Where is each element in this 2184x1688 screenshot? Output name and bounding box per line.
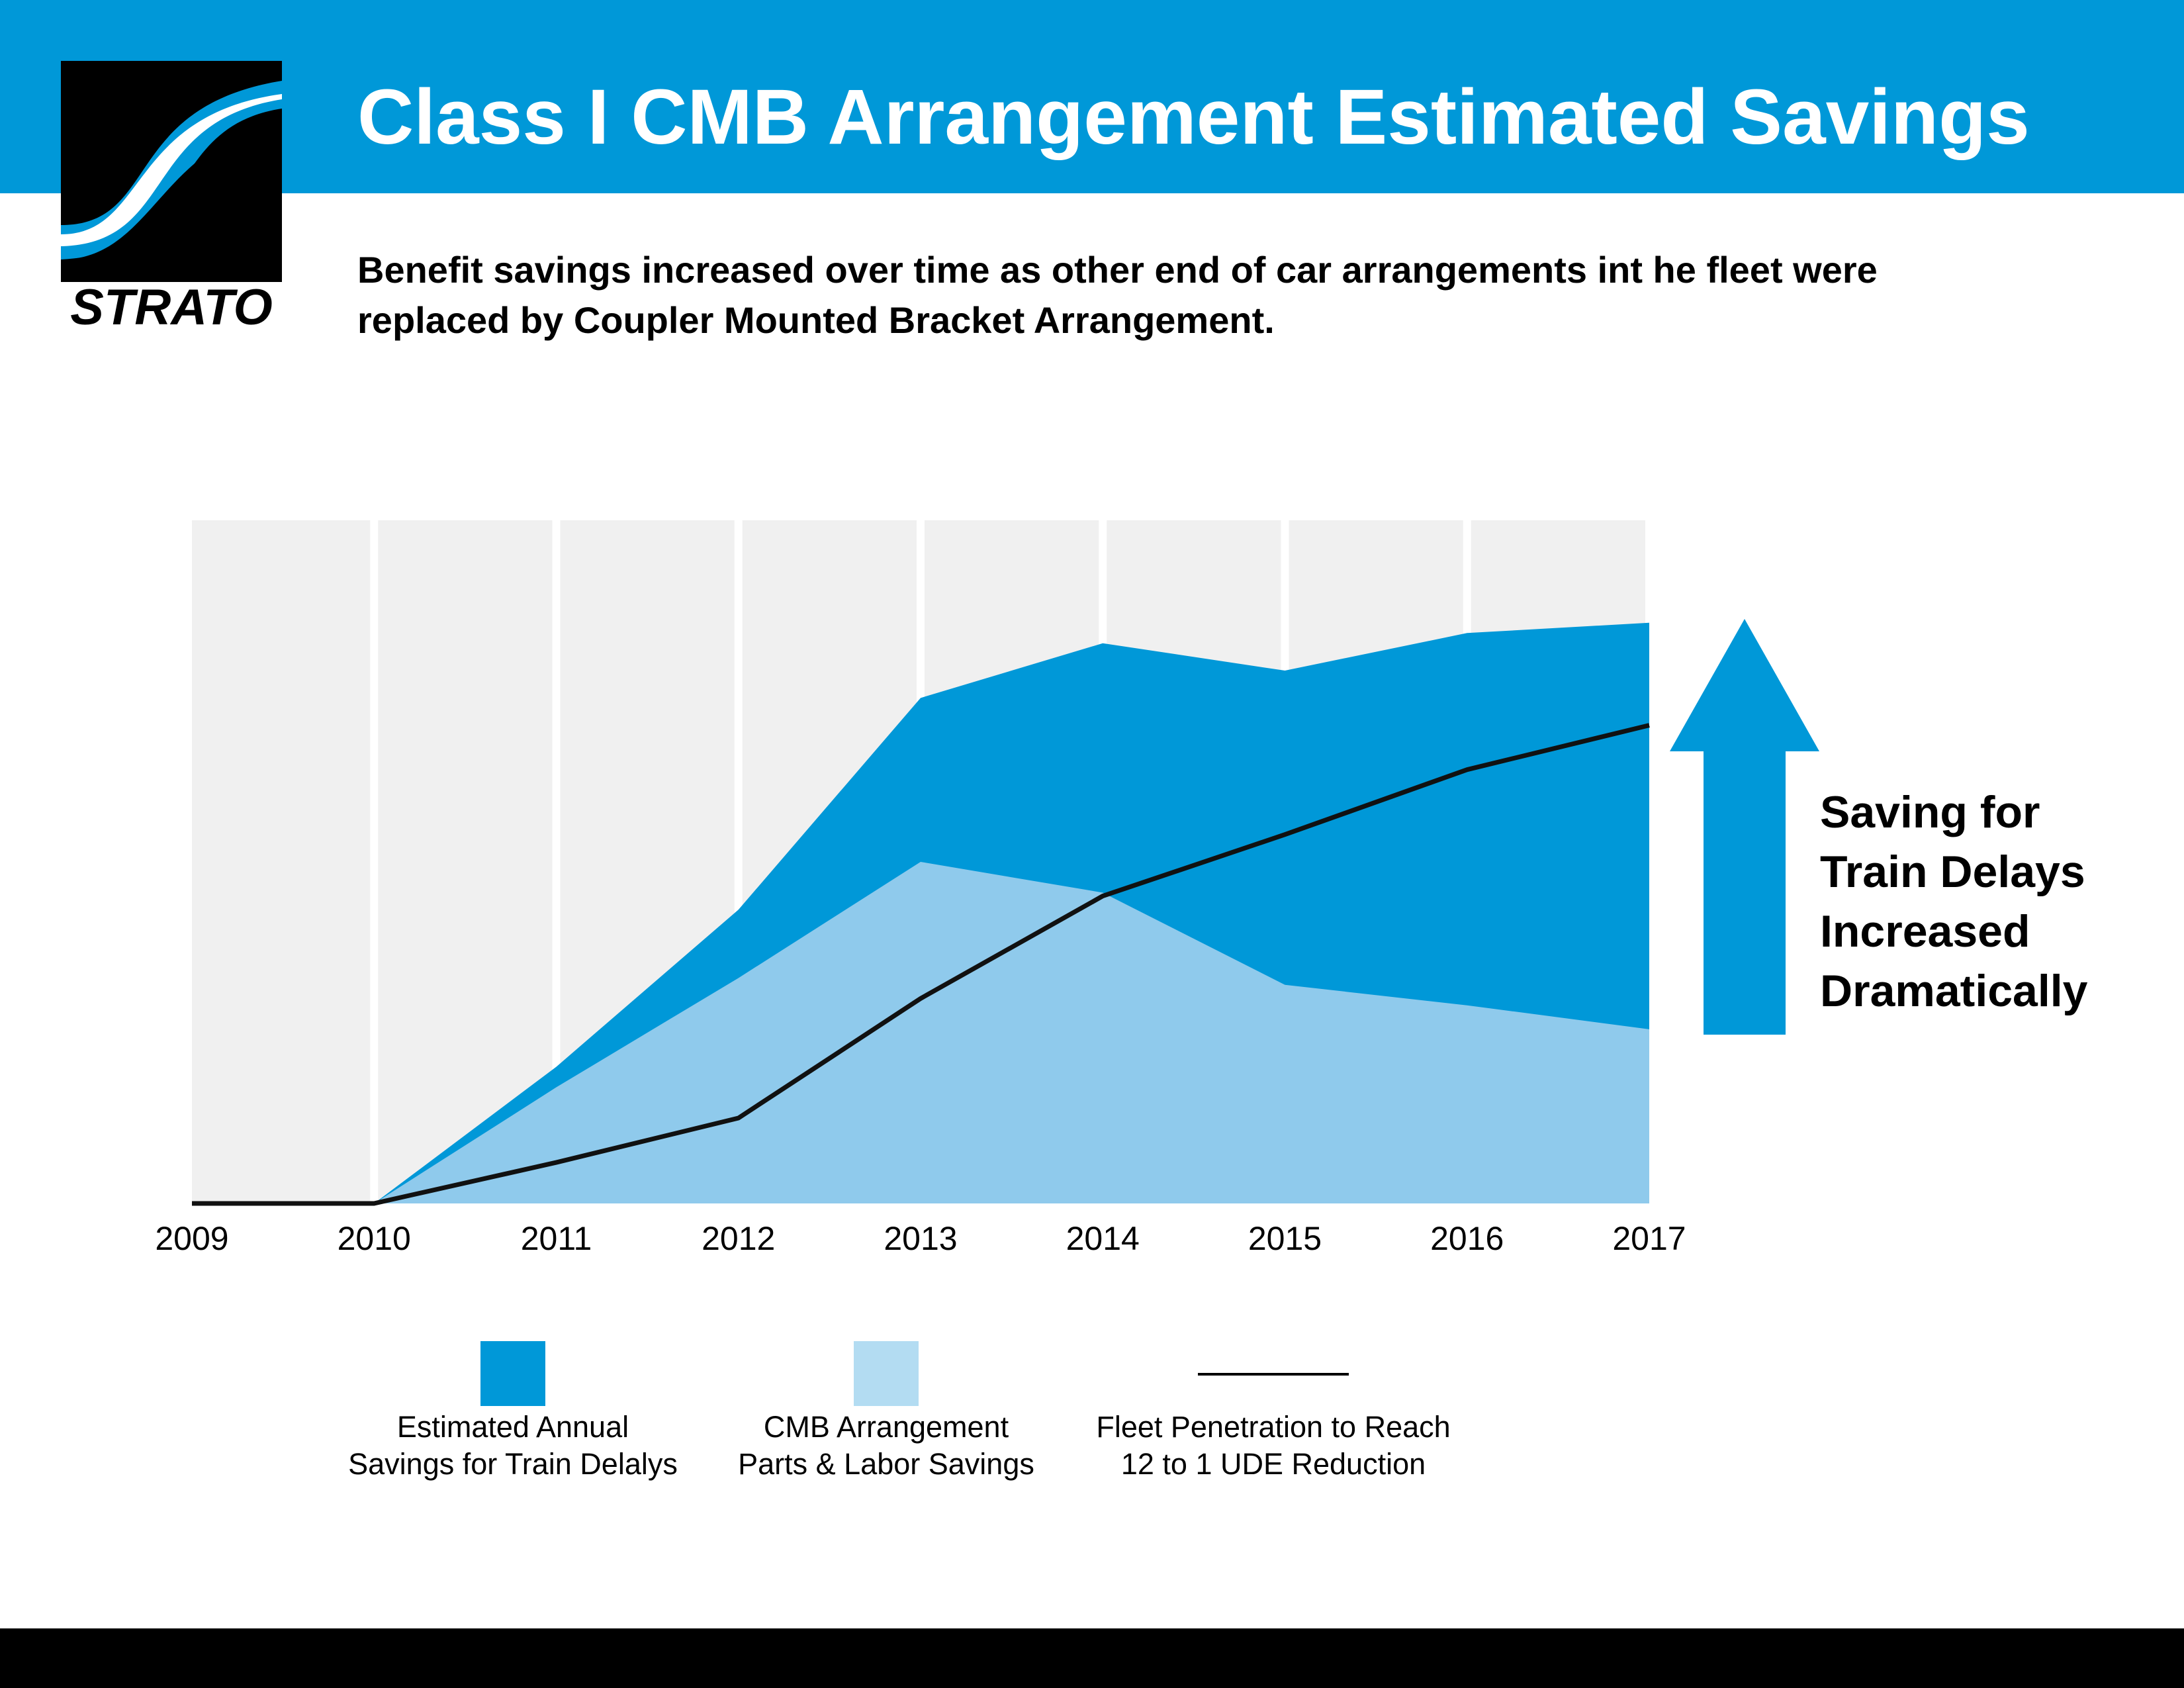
page-title: Class I CMB Arrangement Estimated Saving… xyxy=(357,73,2030,161)
strato-logo: STRATO xyxy=(61,61,282,329)
header-band xyxy=(0,0,2184,193)
x-tick-label: 2015 xyxy=(1248,1220,1322,1257)
callout-line-3: Increased xyxy=(1820,906,2030,957)
legend-line-fleet-penetration xyxy=(1198,1373,1349,1376)
grid-band xyxy=(378,520,553,1203)
x-tick-label: 2009 xyxy=(155,1220,228,1257)
x-tick-label: 2012 xyxy=(702,1220,775,1257)
x-tick-label: 2016 xyxy=(1430,1220,1504,1257)
area-parts-labor-savings xyxy=(192,862,1649,1203)
legend-label-fleet-penetration: Fleet Penetration to Reach 12 to 1 UDE R… xyxy=(1096,1410,1451,1481)
callout-line-1: Saving for xyxy=(1820,787,2040,837)
logo-wordmark: STRATO xyxy=(70,279,272,329)
legend-swatch-train-delays xyxy=(480,1341,545,1406)
callout-line-2: Train Delays xyxy=(1820,847,2085,897)
increase-arrow-icon xyxy=(1670,619,1819,1035)
legend-label-parts-labor: CMB Arrangement Parts & Labor Savings xyxy=(738,1410,1034,1481)
subtitle-line-1: Benefit savings increased over time as o… xyxy=(357,249,1878,291)
legend-label-train-delays: Estimated Annual Savings for Train Delal… xyxy=(348,1410,678,1481)
callout-text: Saving for Train Delays Increased Dramat… xyxy=(1820,782,2087,1021)
x-tick-label: 2014 xyxy=(1066,1220,1140,1257)
x-tick-label: 2013 xyxy=(884,1220,957,1257)
subtitle: Benefit savings increased over time as o… xyxy=(357,245,2012,346)
footer-band xyxy=(0,1628,2184,1688)
legend-swatch-parts-labor xyxy=(854,1341,919,1406)
x-tick-label: 2010 xyxy=(338,1220,411,1257)
line-fleet-penetration xyxy=(192,723,1650,1206)
x-tick-label: 2011 xyxy=(521,1220,592,1257)
callout-line-4: Dramatically xyxy=(1820,966,2088,1016)
subtitle-line-2: replaced by Coupler Mounted Bracket Arra… xyxy=(357,299,1275,341)
x-tick-label: 2017 xyxy=(1612,1220,1686,1257)
grid-band xyxy=(192,520,371,1203)
